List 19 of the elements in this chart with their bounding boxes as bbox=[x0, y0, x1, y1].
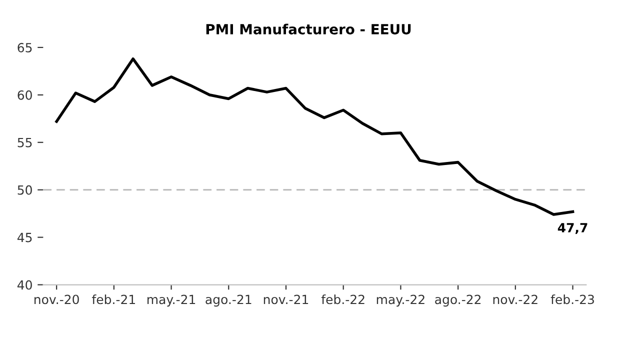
x-tick-label: feb.-21 bbox=[92, 294, 135, 304]
x-tick-label: feb.-22 bbox=[321, 294, 364, 304]
y-tick-label: 55 bbox=[18, 138, 32, 148]
x-tick-label: ago.-21 bbox=[206, 294, 252, 307]
x-tick-label: nov.-21 bbox=[264, 294, 308, 304]
x-tick-label: may.-22 bbox=[376, 294, 424, 307]
y-tick-label: 60 bbox=[18, 90, 32, 100]
y-tick-label: 50 bbox=[18, 185, 32, 195]
y-tick-label: 40 bbox=[17, 280, 32, 290]
chart-title: PMI Manufacturero - EEUU bbox=[206, 24, 411, 34]
y-tick-label: 65 bbox=[18, 42, 32, 52]
y-tick-label: 45 bbox=[17, 232, 32, 242]
data-label: 47,7 bbox=[558, 223, 588, 234]
x-tick-label: may.-21 bbox=[147, 294, 196, 307]
x-tick-label: ago.-22 bbox=[435, 294, 481, 307]
x-tick-label: nov.-22 bbox=[493, 294, 538, 304]
x-tick-label: nov.-20 bbox=[34, 294, 79, 304]
x-tick-label: feb.-23 bbox=[550, 294, 594, 304]
line-series bbox=[55, 57, 574, 216]
